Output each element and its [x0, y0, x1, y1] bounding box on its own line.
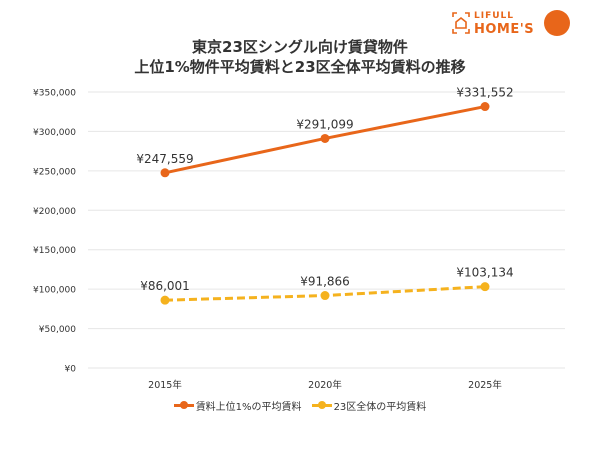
data-label: ¥86,001 [140, 279, 190, 293]
y-tick-label: ¥100,000 [33, 286, 76, 296]
x-tick-label: 2015年 [148, 379, 182, 391]
legend: 賃料上位1%の平均賃料 23区全体の平均賃料 [0, 398, 600, 413]
data-point [320, 133, 330, 143]
legend-label-top1: 賃料上位1%の平均賃料 [195, 402, 302, 413]
logo-text-bottom: HOME'S [474, 22, 535, 37]
lifull-homes-logo: LIFULL HOME'S [452, 8, 592, 42]
data-label: ¥331,552 [456, 86, 513, 100]
data-point [480, 102, 490, 112]
y-tick-label: ¥250,000 [33, 167, 76, 177]
logo-text-top: LIFULL [474, 11, 515, 21]
chart-title-line2: 上位1%物件平均賃料と23区全体平均賃料の推移 [134, 58, 466, 76]
y-tick-label: ¥350,000 [33, 89, 76, 99]
data-label: ¥291,099 [296, 117, 353, 131]
data-point [320, 291, 330, 301]
y-tick-label: ¥0 [65, 365, 77, 375]
chart-title-line1: 東京23区シングル向け賃貸物件 [192, 38, 408, 56]
mascot-icon [544, 10, 570, 36]
legend-swatch-top1 [173, 401, 194, 409]
house-frame-icon [452, 12, 470, 34]
data-label: ¥247,559 [136, 152, 193, 166]
y-tick-label: ¥150,000 [33, 246, 76, 256]
y-tick-label: ¥50,000 [39, 325, 76, 335]
y-tick-label: ¥200,000 [33, 207, 76, 217]
data-point [480, 282, 490, 292]
y-tick-label: ¥300,000 [33, 128, 76, 138]
legend-swatch-all [311, 401, 332, 409]
legend-label-all: 23区全体の平均賃料 [333, 402, 427, 413]
x-tick-label: 2020年 [308, 379, 342, 391]
data-point [160, 295, 170, 305]
data-label: ¥91,866 [300, 275, 350, 289]
data-point [160, 168, 170, 178]
x-tick-label: 2025年 [468, 379, 502, 391]
legend-item-all[interactable]: 23区全体の平均賃料 [311, 398, 427, 413]
legend-item-top1[interactable]: 賃料上位1%の平均賃料 [173, 398, 302, 413]
data-label: ¥103,134 [456, 266, 513, 280]
